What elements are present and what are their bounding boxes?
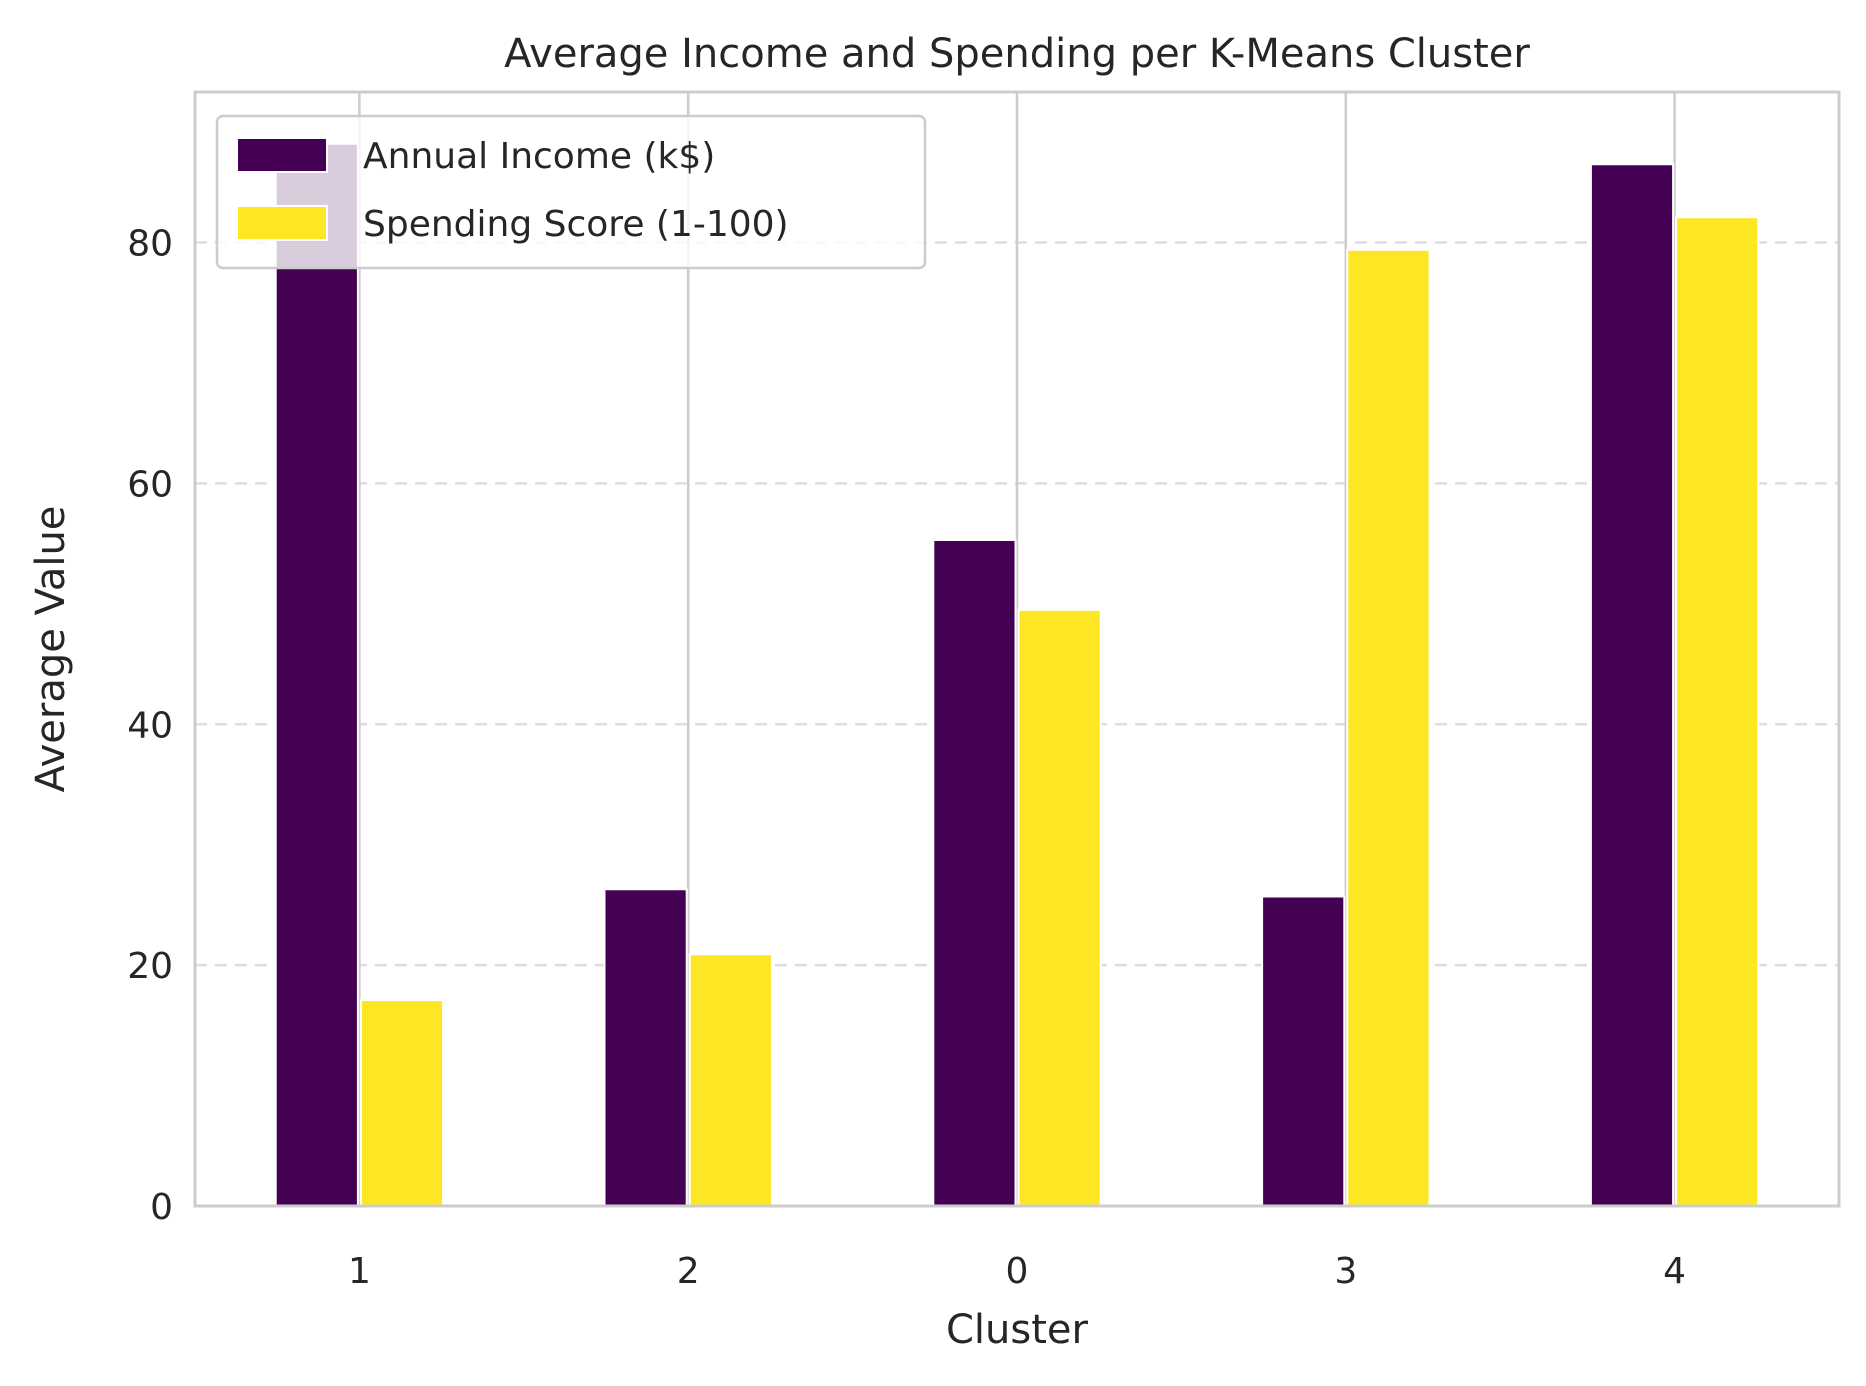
x-tick-label: 4 [1663,1251,1686,1292]
legend-swatch [236,137,328,173]
plot-frame [193,90,1841,1208]
legend-label: Spending Score (1-100) [363,204,789,245]
legend-swatch [236,205,328,241]
y-axis-label: Average Value [28,506,74,793]
bar-spending-score [1346,248,1431,1207]
bar-spending-score [1675,216,1760,1207]
y-tick-label: 40 [127,705,173,746]
bar-annual-income [1589,163,1675,1208]
bar-spending-score [359,999,445,1207]
x-axis-label: Cluster [946,1307,1089,1353]
x-tick-label: 1 [348,1251,371,1292]
bar-annual-income [932,539,1017,1207]
y-tick-label: 20 [127,946,173,987]
bar-annual-income [274,142,359,1208]
legend: Annual Income (k$) Spending Score (1-100) [215,114,927,270]
bars [274,142,1760,1208]
y-tick-label: 80 [127,224,173,265]
grid-lines [195,92,1839,1206]
chart-title: Average Income and Spending per K-Means … [504,31,1530,77]
legend-box [215,114,927,270]
y-tick-label: 60 [127,464,173,505]
x-tick-label: 2 [677,1251,700,1292]
bar-annual-income [1261,895,1346,1207]
legend-label: Annual Income (k$) [363,136,715,177]
bar-spending-score [1017,608,1102,1207]
bar-spending-score [688,953,773,1207]
y-axis-ticks: 0 20 40 60 80 [127,224,173,1228]
x-tick-label: 3 [1334,1251,1357,1292]
x-tick-label: 0 [1006,1251,1029,1292]
x-axis-ticks: 1 2 0 3 4 [348,1251,1686,1292]
y-tick-label: 0 [150,1187,173,1228]
bar-annual-income [603,888,688,1207]
